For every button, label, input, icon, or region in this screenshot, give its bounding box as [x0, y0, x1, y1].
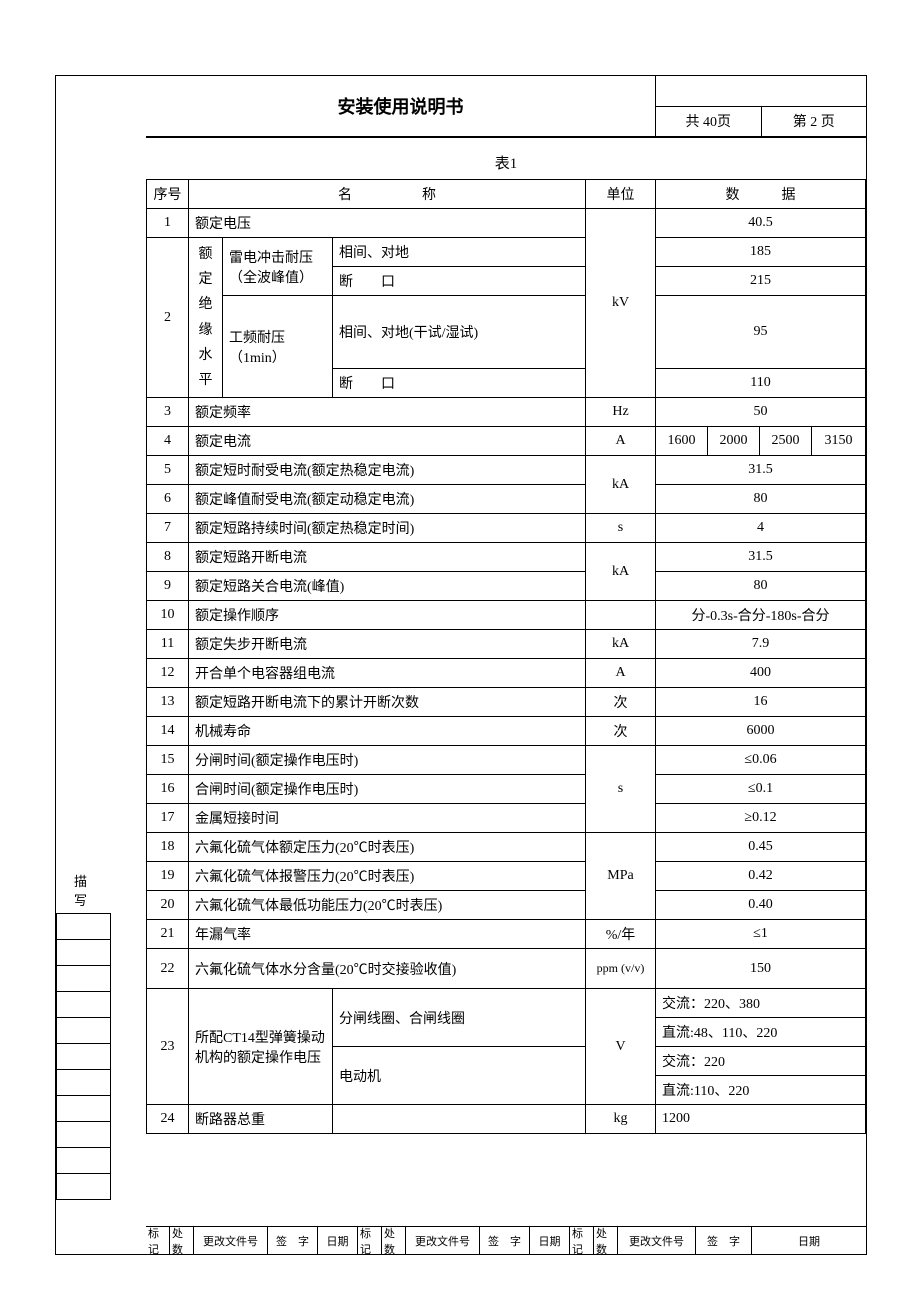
- table-row: 17 金属短接时间 ≥0.12: [147, 804, 866, 833]
- footer-mark: 标记: [570, 1227, 594, 1254]
- footer-docno: 更改文件号: [406, 1227, 480, 1254]
- footer-date: 日期: [752, 1227, 866, 1254]
- footer-count: 处数: [170, 1227, 194, 1254]
- side-margin-block: 描 写: [56, 871, 111, 1200]
- footer-sign: 签 字: [696, 1227, 752, 1254]
- col-unit: 单位: [586, 180, 656, 209]
- footer-date: 日期: [318, 1227, 358, 1254]
- col-seq: 序号: [147, 180, 189, 209]
- footer-count: 处数: [382, 1227, 406, 1254]
- current-page: 第 2 页: [762, 107, 867, 137]
- content-area: 安装使用说明书 共 40页 第 2 页 表1 序号 名 称 单位 数 据: [146, 76, 866, 1254]
- table-row: 14 机械寿命 次 6000: [147, 717, 866, 746]
- footer-count: 处数: [594, 1227, 618, 1254]
- table-row: 20 六氟化硫气体最低功能压力(20℃时表压) 0.40: [147, 891, 866, 920]
- doc-header: 安装使用说明书 共 40页 第 2 页: [146, 76, 866, 138]
- table-row: 2 额定绝缘水平 雷电冲击耐压（全波峰值） 相间、对地 185: [147, 238, 866, 267]
- table-head-row: 序号 名 称 单位 数 据: [147, 180, 866, 209]
- table-row: 1 额定电压 kV 40.5: [147, 209, 866, 238]
- footer-sign: 签 字: [480, 1227, 530, 1254]
- table-row: 18 六氟化硫气体额定压力(20℃时表压) MPa 0.45: [147, 833, 866, 862]
- table-row: 9 额定短路关合电流(峰值) 80: [147, 572, 866, 601]
- table-row: 8 额定短路开断电流 kA 31.5: [147, 543, 866, 572]
- footer-sign: 签 字: [268, 1227, 318, 1254]
- total-pages: 共 40页: [656, 107, 762, 137]
- table-caption: 表1: [146, 138, 866, 179]
- side-label: 描 写: [56, 871, 111, 913]
- table-row: 15 分闸时间(额定操作电压时) s ≤0.06: [147, 746, 866, 775]
- page-frame: 描 写 安装使用说明书 共 40页 第 2 页 表1 序: [55, 75, 867, 1255]
- table-row: 24 断路器总重 kg 1200: [147, 1105, 866, 1134]
- table-row: 7 额定短路持续时间(额定热稳定时间) s 4: [147, 514, 866, 543]
- table-row: 23 所配CT14型弹簧操动机构的额定操作电压 分闸线圈、合闸线圈 V 交流：2…: [147, 989, 866, 1018]
- col-data: 数 据: [656, 180, 866, 209]
- col-name: 名 称: [189, 180, 586, 209]
- doc-title: 安装使用说明书: [146, 76, 656, 136]
- table-row: 12 开合单个电容器组电流 A 400: [147, 659, 866, 688]
- footer-docno: 更改文件号: [194, 1227, 268, 1254]
- table-row: 22 六氟化硫气体水分含量(20℃时交接验收值) ppm (v/v) 150: [147, 949, 866, 989]
- table-row: 16 合闸时间(额定操作电压时) ≤0.1: [147, 775, 866, 804]
- table-row: 21 年漏气率 %/年 ≤1: [147, 920, 866, 949]
- revision-footer: 标记 处数 更改文件号 签 字 日期 标记 处数 更改文件号 签 字 日期 标记…: [146, 1226, 866, 1254]
- spec-table: 序号 名 称 单位 数 据 1 额定电压 kV 40.5 2 额定绝缘水平 雷电…: [146, 179, 866, 1134]
- table-row: 19 六氟化硫气体报警压力(20℃时表压) 0.42: [147, 862, 866, 891]
- table-row: 5 额定短时耐受电流(额定热稳定电流) kA 31.5: [147, 456, 866, 485]
- table-row: 10 额定操作顺序 分-0.3s-合分-180s-合分: [147, 601, 866, 630]
- table-row: 13 额定短路开断电流下的累计开断次数 次 16: [147, 688, 866, 717]
- table-row: 工频耐压（1min） 相间、对地(干试/湿试) 95: [147, 296, 866, 369]
- table-row: 3 额定频率 Hz 50: [147, 398, 866, 427]
- footer-mark: 标记: [358, 1227, 382, 1254]
- side-margin-table: [56, 913, 111, 1200]
- table-row: 4 额定电流 A 1600 2000 2500 3150: [147, 427, 866, 456]
- footer-mark: 标记: [146, 1227, 170, 1254]
- doc-page-info: 共 40页 第 2 页: [656, 76, 866, 136]
- table-row: 11 额定失步开断电流 kA 7.9: [147, 630, 866, 659]
- footer-docno: 更改文件号: [618, 1227, 696, 1254]
- footer-date: 日期: [530, 1227, 570, 1254]
- table-row: 6 额定峰值耐受电流(额定动稳定电流) 80: [147, 485, 866, 514]
